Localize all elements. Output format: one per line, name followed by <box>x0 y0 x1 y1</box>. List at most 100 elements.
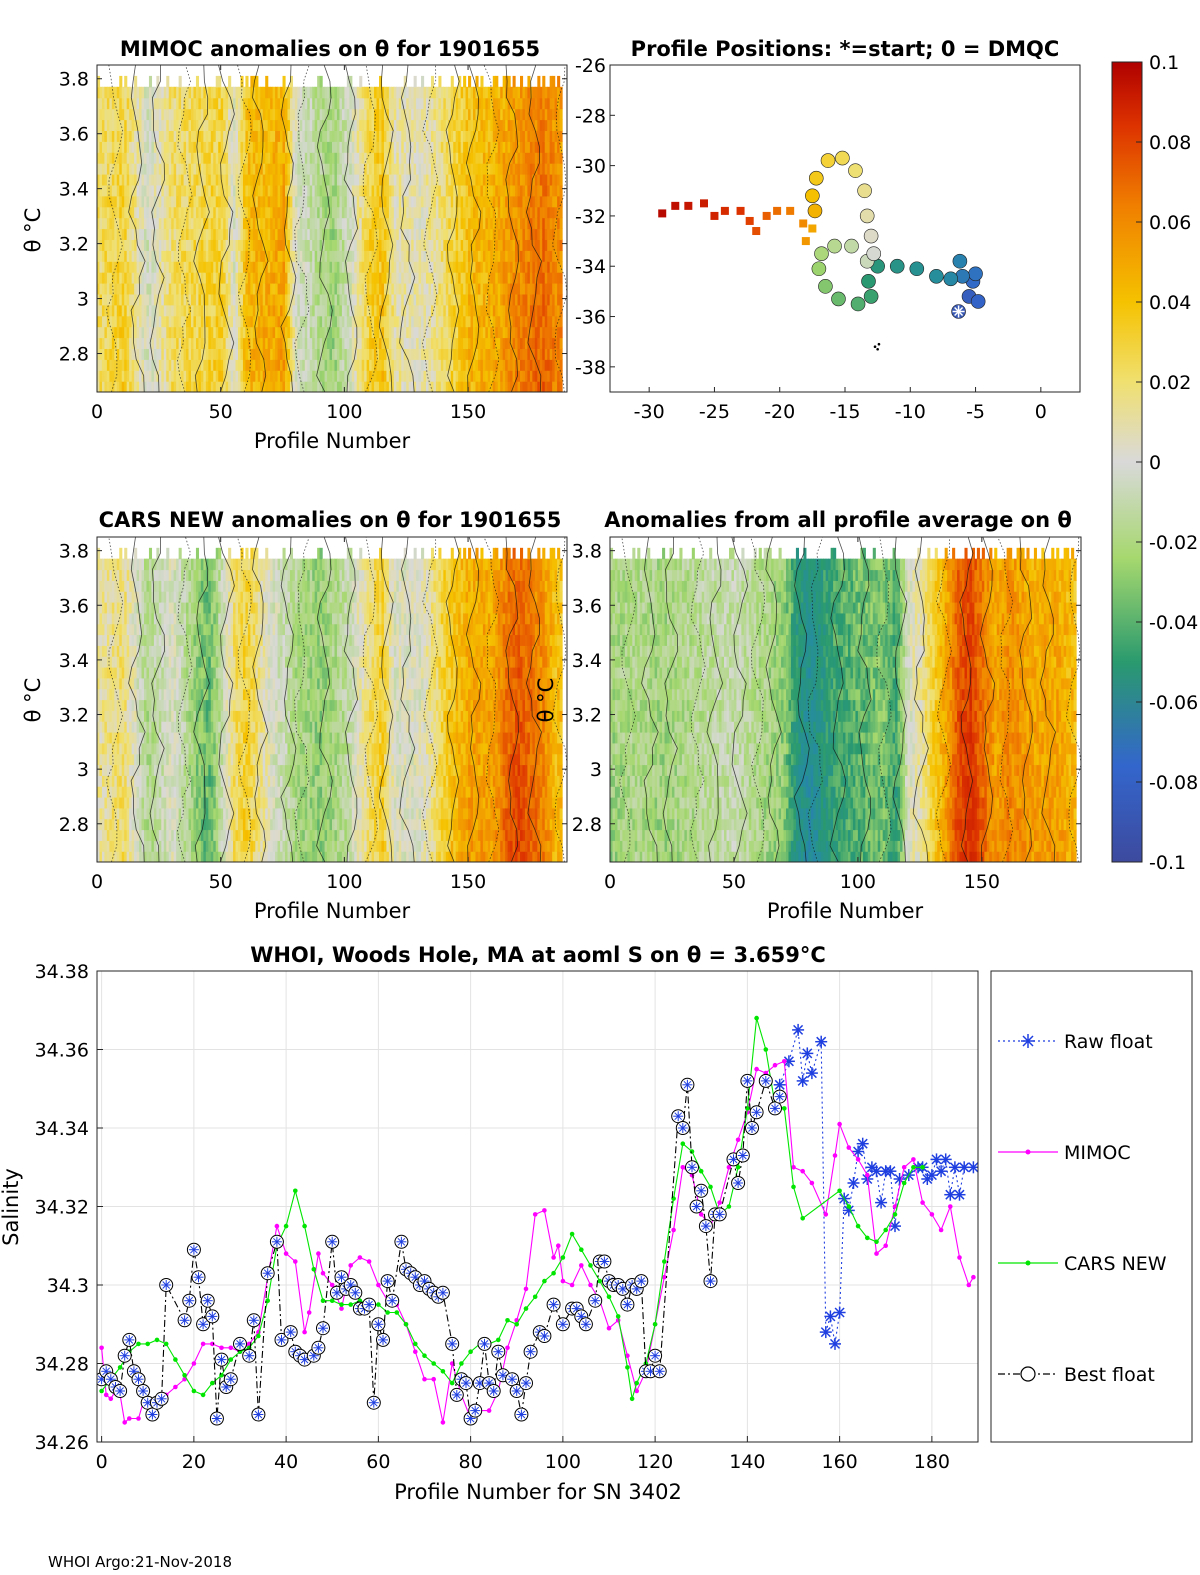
heatmap-cell <box>510 315 514 328</box>
heatmap-cell <box>492 217 496 230</box>
heatmap-cell <box>148 304 153 317</box>
heatmap-cell <box>255 195 259 208</box>
heatmap-cell <box>116 86 120 99</box>
heatmap-cell <box>312 97 316 110</box>
heatmap-cell <box>242 174 247 186</box>
heatmap-cell <box>391 370 395 382</box>
heatmap-cell <box>285 337 289 349</box>
heatmap-cell <box>270 184 274 197</box>
heatmap-cell <box>369 381 373 392</box>
heatmap-cell <box>245 348 249 360</box>
heatmap-cell <box>376 250 380 262</box>
heatmap-cell <box>267 163 271 175</box>
heatmap-cell <box>386 283 390 295</box>
heatmap-cell <box>477 337 482 349</box>
heatmap-cell <box>124 86 128 99</box>
heatmap-cell <box>515 315 519 328</box>
heatmap-cell <box>309 163 313 175</box>
heatmap-cell <box>416 337 420 349</box>
heatmap-cell <box>418 206 422 219</box>
heatmap-cell <box>161 184 165 197</box>
heatmap-cell <box>104 337 108 349</box>
heatmap-cell <box>336 174 341 186</box>
heatmap-cell <box>468 86 472 99</box>
heatmap-cell <box>235 130 239 142</box>
heatmap-cell <box>458 272 462 284</box>
heatmap-cell <box>406 239 410 251</box>
heatmap-cell <box>468 174 472 186</box>
heatmap-cell <box>228 370 232 382</box>
heatmap-cell <box>391 130 395 142</box>
heatmap-cell <box>116 239 120 251</box>
heatmap-cell <box>344 119 348 131</box>
heatmap-cell <box>213 206 217 219</box>
heatmap-cell <box>430 283 435 295</box>
heatmap-cell <box>401 239 405 251</box>
heatmap-cell <box>101 195 106 208</box>
heatmap-cell <box>336 304 341 317</box>
heatmap-cell <box>502 195 506 208</box>
heatmap-cell <box>517 359 521 371</box>
heatmap-cell <box>195 348 200 360</box>
heatmap-cell <box>396 239 400 251</box>
heatmap-cell <box>176 261 180 273</box>
heatmap-cell <box>292 217 296 230</box>
heatmap-cell <box>329 152 333 164</box>
heatmap-cell <box>260 97 264 110</box>
heatmap-cell <box>200 315 204 328</box>
heatmap-cell <box>487 141 491 153</box>
heatmap-cell <box>191 261 195 273</box>
heatmap-cell <box>376 348 380 360</box>
heatmap-cell <box>327 130 331 142</box>
heatmap-cell <box>176 381 180 392</box>
heatmap-cell <box>106 86 110 99</box>
heatmap-cell <box>242 141 247 153</box>
heatmap-cell <box>275 370 279 382</box>
heatmap-cell <box>205 261 209 273</box>
heatmap-cell <box>376 239 380 251</box>
heatmap-cell <box>458 370 462 382</box>
heatmap-cell <box>349 130 353 142</box>
heatmap-cell <box>121 195 125 208</box>
heatmap-cell <box>161 130 165 142</box>
heatmap-cell <box>203 174 207 186</box>
heatmap-cell <box>433 370 437 382</box>
heatmap-cell <box>428 184 432 197</box>
heatmap-cell <box>497 130 501 142</box>
heatmap-cell <box>223 272 227 284</box>
heatmap-cell <box>406 141 410 153</box>
heatmap-cell <box>455 228 459 240</box>
heatmap-cell <box>146 261 150 273</box>
heatmap-cell <box>334 359 338 371</box>
heatmap-cell <box>213 97 217 110</box>
heatmap-cell <box>195 152 200 164</box>
heatmap-cell <box>475 359 479 371</box>
heatmap-cell <box>148 174 153 186</box>
heatmap-cell <box>416 293 420 306</box>
heatmap-cell <box>532 315 536 328</box>
heatmap-cell <box>205 293 209 306</box>
heatmap-cell <box>450 217 454 230</box>
heatmap-cell <box>173 119 177 131</box>
heatmap-cell <box>101 381 106 392</box>
heatmap-cell <box>468 381 472 392</box>
heatmap-cell <box>359 250 363 262</box>
heatmap-cell <box>166 86 170 99</box>
heatmap-cell <box>477 293 482 306</box>
heatmap-cell <box>468 141 472 153</box>
heatmap-cell <box>381 315 385 328</box>
heatmap-cell <box>450 97 454 110</box>
heatmap-cell <box>485 250 489 262</box>
heatmap-cell <box>220 304 224 317</box>
heatmap-cell <box>374 381 378 392</box>
heatmap-cell <box>346 119 350 131</box>
heatmap-cell <box>163 163 167 175</box>
heatmap-cell <box>292 141 296 153</box>
heatmap-cell <box>193 206 197 219</box>
heatmap-cell <box>520 293 524 306</box>
heatmap-cell <box>247 86 251 99</box>
heatmap-cell <box>171 130 175 142</box>
heatmap-cell <box>156 119 160 131</box>
heatmap-cell <box>270 370 274 382</box>
heatmap-cell <box>329 381 333 392</box>
